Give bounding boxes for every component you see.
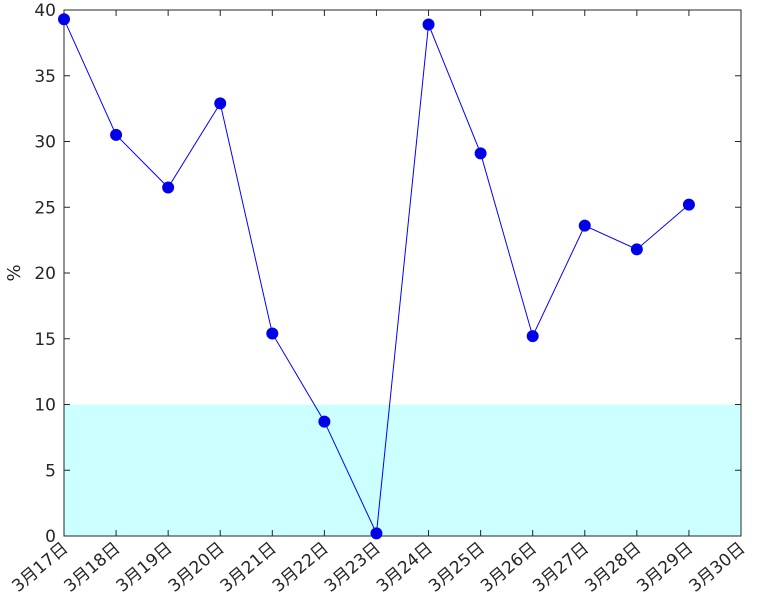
- y-tick-label: 5: [45, 461, 56, 481]
- x-tick-label: 3月28日: [581, 539, 645, 597]
- data-point: [214, 97, 227, 110]
- data-point: [266, 327, 279, 340]
- x-tick-label: 3月20日: [165, 539, 229, 597]
- data-point: [110, 128, 123, 141]
- data-point: [474, 147, 487, 160]
- data-point: [526, 330, 539, 343]
- y-tick-label: 10: [34, 396, 56, 416]
- data-point: [630, 243, 643, 256]
- y-tick-label: 30: [34, 133, 56, 153]
- y-tick-label: 35: [34, 67, 56, 87]
- x-tick-label: 3月22日: [269, 539, 333, 597]
- x-tick-label: 3月24日: [373, 539, 437, 597]
- y-tick-label: 40: [34, 1, 56, 21]
- y-tick-label: 20: [34, 264, 56, 284]
- data-point: [578, 219, 591, 232]
- data-point: [318, 415, 331, 428]
- y-axis-label: %: [4, 264, 25, 281]
- x-tick-label: 3月25日: [425, 539, 489, 597]
- x-tick-label: 3月17日: [8, 539, 72, 597]
- x-tick-label: 3月21日: [217, 539, 281, 597]
- y-tick-label: 25: [34, 198, 56, 218]
- x-tick-label: 3月29日: [633, 539, 697, 597]
- x-tick-label: 3月23日: [321, 539, 385, 597]
- x-tick-label: 3月19日: [113, 539, 177, 597]
- data-point: [422, 18, 435, 31]
- y-tick-label: 0: [45, 527, 56, 547]
- data-point: [370, 527, 383, 540]
- data-point: [58, 13, 70, 26]
- x-tick-label: 3月18日: [61, 539, 125, 597]
- x-tick-label: 3月27日: [529, 539, 593, 597]
- x-tick-label: 3月30日: [685, 539, 749, 597]
- shaded-band: [64, 404, 741, 536]
- data-point: [162, 181, 175, 194]
- x-tick-label: 3月26日: [477, 539, 541, 597]
- y-tick-label: 15: [34, 330, 56, 350]
- data-point: [682, 198, 695, 211]
